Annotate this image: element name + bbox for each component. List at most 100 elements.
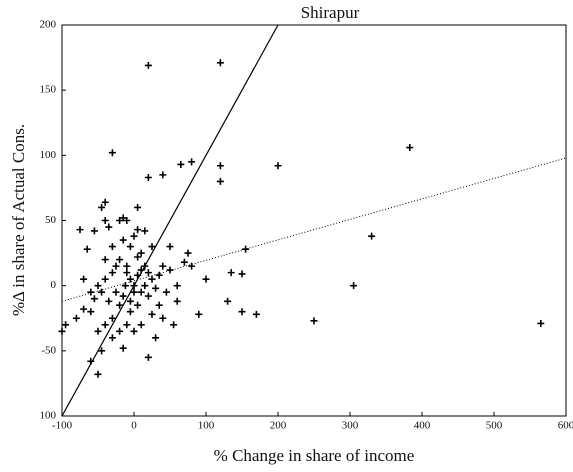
y-tick-label: 200 — [40, 19, 57, 31]
point — [119, 292, 127, 300]
point — [134, 253, 142, 261]
point — [108, 269, 116, 277]
point — [162, 288, 170, 296]
point — [159, 314, 167, 322]
point — [144, 353, 152, 361]
point — [87, 288, 95, 296]
point — [98, 288, 106, 296]
point — [180, 258, 188, 266]
point — [144, 61, 152, 69]
point — [101, 321, 109, 329]
point — [83, 245, 91, 253]
point — [123, 321, 131, 329]
point — [80, 275, 88, 283]
point — [238, 308, 246, 316]
point — [155, 301, 163, 309]
point — [216, 59, 224, 67]
point — [137, 249, 145, 257]
y-axis-label: %Δ in share of Actual Cons. — [9, 124, 28, 316]
point — [112, 288, 120, 296]
point — [119, 214, 127, 222]
point — [121, 282, 129, 290]
point — [116, 217, 124, 224]
y-tick-label: 100 — [40, 410, 57, 422]
point — [216, 177, 224, 185]
point — [242, 245, 250, 253]
point — [62, 321, 70, 329]
point — [87, 357, 95, 365]
point — [87, 308, 95, 316]
point — [195, 310, 203, 318]
point — [80, 305, 88, 313]
point — [166, 243, 174, 251]
x-tick-label: 100 — [198, 420, 215, 432]
point — [141, 262, 149, 270]
point — [123, 217, 131, 224]
point — [130, 232, 138, 240]
y-tick-label: -50 — [41, 344, 56, 356]
x-tick-label: 600 — [558, 420, 573, 432]
point — [126, 297, 134, 305]
point — [72, 314, 80, 322]
reference-line — [61, 157, 567, 302]
point — [238, 270, 246, 278]
point — [148, 310, 156, 318]
chart-title: Shirapur — [301, 3, 360, 22]
y-tick-label: 50 — [45, 214, 57, 226]
point — [144, 173, 152, 181]
point — [148, 243, 156, 251]
point — [134, 203, 142, 211]
point — [90, 227, 98, 235]
point — [130, 288, 138, 296]
point — [166, 266, 174, 274]
point — [98, 203, 106, 211]
point — [101, 217, 109, 224]
point — [126, 243, 134, 251]
point — [155, 271, 163, 279]
point — [274, 162, 282, 170]
point — [123, 262, 131, 270]
point — [105, 223, 113, 231]
point — [159, 262, 167, 270]
y-tick-label: 0 — [51, 279, 57, 291]
point — [94, 370, 102, 378]
point — [116, 301, 124, 309]
point — [141, 227, 149, 235]
point — [105, 297, 113, 305]
point — [134, 301, 142, 309]
point — [112, 262, 120, 270]
point — [94, 282, 102, 290]
point — [130, 282, 138, 290]
point — [90, 295, 98, 303]
point — [227, 269, 235, 277]
x-tick-label: 400 — [414, 420, 431, 432]
point — [173, 297, 181, 305]
plot-frame — [61, 24, 567, 417]
point — [350, 282, 358, 290]
point — [123, 269, 131, 277]
point — [137, 288, 145, 296]
point — [76, 226, 84, 234]
point — [406, 144, 414, 152]
point — [116, 256, 124, 264]
point — [152, 284, 160, 292]
point — [152, 334, 160, 342]
point — [101, 198, 109, 206]
x-tick-label: 500 — [486, 420, 503, 432]
point — [252, 310, 260, 318]
point — [137, 266, 145, 274]
point — [130, 327, 138, 335]
reference-line — [61, 24, 279, 417]
point — [368, 232, 376, 240]
point — [126, 308, 134, 316]
point — [108, 149, 116, 157]
point — [58, 327, 66, 335]
y-tick-label: 150 — [40, 84, 57, 96]
point — [141, 282, 149, 290]
point — [144, 292, 152, 300]
y-tick-label: 100 — [40, 149, 57, 161]
point — [170, 321, 178, 329]
point — [148, 275, 156, 283]
x-tick-label: 0 — [131, 420, 137, 432]
